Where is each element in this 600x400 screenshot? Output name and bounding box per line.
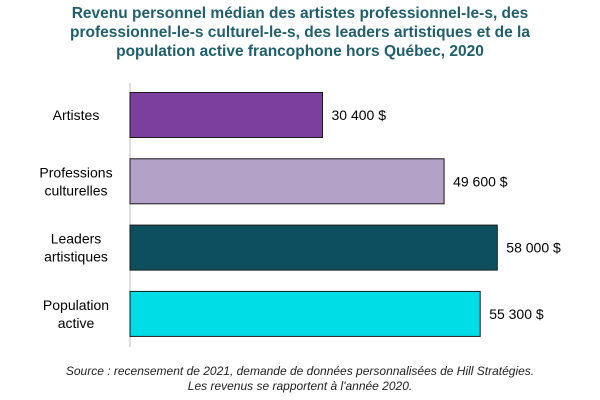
category-label-2-line-1: artistiques xyxy=(44,249,108,265)
category-label-0-line-0: Artistes xyxy=(53,107,100,123)
chart-title: Revenu personnel médian des artistes pro… xyxy=(70,5,530,60)
source-line-2: Les revenus se rapportent à l'année 2020… xyxy=(187,379,413,393)
category-label-1-line-0: Professions xyxy=(39,164,112,180)
category-label-0: Artistes xyxy=(53,107,100,123)
category-label-1: Professions culturelles xyxy=(39,164,112,198)
value-label-1: 49 600 $ xyxy=(453,173,508,189)
category-label-3-line-0: Population xyxy=(43,297,109,313)
bar-1 xyxy=(129,158,445,205)
category-label-1-line-1: culturelles xyxy=(44,182,107,198)
value-label-3: 55 300 $ xyxy=(489,306,544,322)
category-label-3: Population active xyxy=(43,297,109,331)
category-label-2-line-0: Leaders xyxy=(51,231,102,247)
category-label-3-line-1: active xyxy=(58,315,95,331)
category-label-2: Leaders artistiques xyxy=(44,231,108,265)
bar-3 xyxy=(129,290,481,337)
value-label-2: 58 000 $ xyxy=(506,240,561,256)
value-label-0: 30 400 $ xyxy=(332,107,387,123)
bar-0 xyxy=(129,92,323,138)
source-line-1: Source : recensement de 2021, demande de… xyxy=(65,364,535,378)
source-note: Source : recensement de 2021, demande de… xyxy=(20,364,580,394)
bar-2 xyxy=(129,224,498,271)
